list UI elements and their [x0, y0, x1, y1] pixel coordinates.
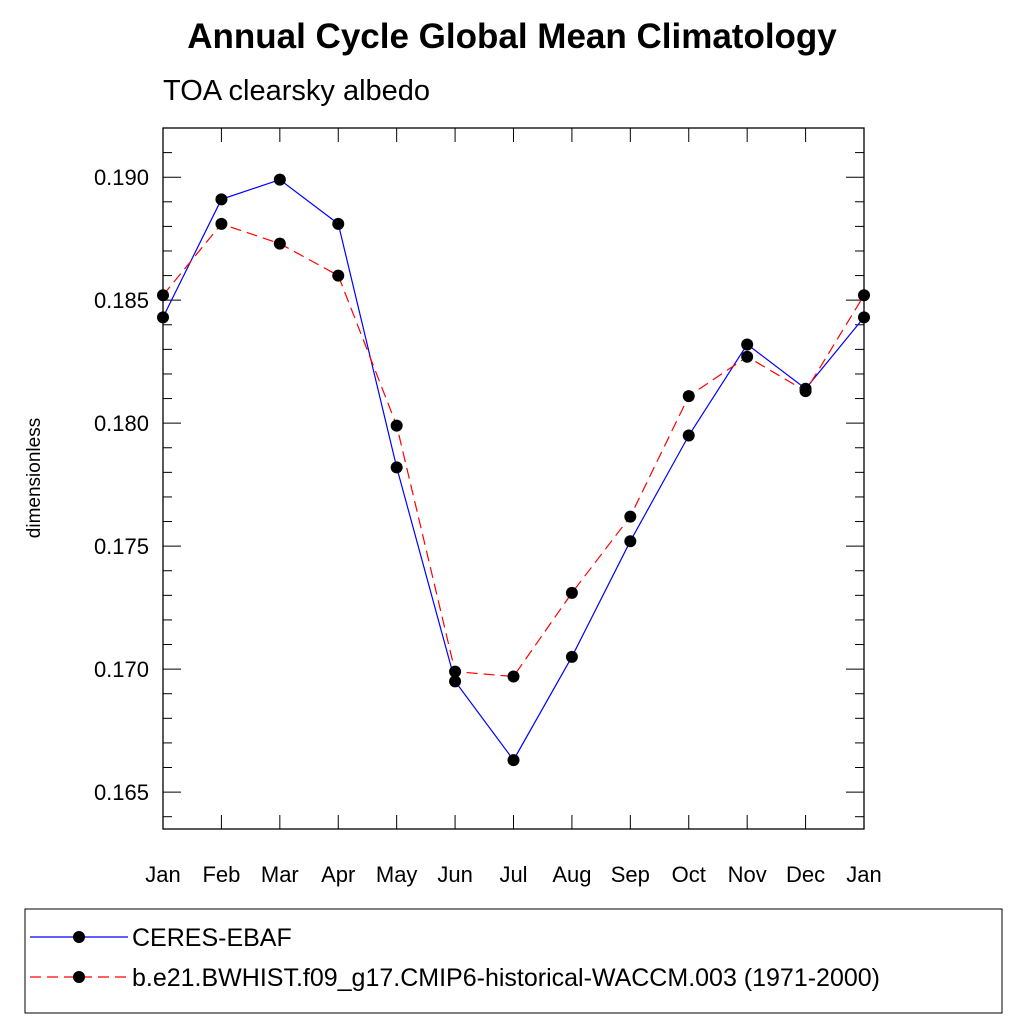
- legend-item: CERES-EBAF: [30, 924, 292, 952]
- data-point: [390, 419, 403, 432]
- data-point: [741, 350, 754, 363]
- data-point: [273, 237, 286, 250]
- data-point: [858, 289, 870, 302]
- series-line: [162, 223, 865, 678]
- x-tick-label: Mar: [261, 862, 299, 887]
- x-tick-label: May: [376, 862, 418, 887]
- legend-label: b.e21.BWHIST.f09_g17.CMIP6-historical-WA…: [132, 964, 880, 992]
- y-tick-label: 0.180: [94, 411, 149, 436]
- x-tick-label: Dec: [786, 862, 825, 887]
- data-point: [157, 311, 169, 324]
- x-tick-label: Aug: [552, 862, 591, 887]
- data-point: [157, 289, 169, 302]
- legend-item: b.e21.BWHIST.f09_g17.CMIP6-historical-WA…: [30, 964, 880, 992]
- legend-label: CERES-EBAF: [132, 924, 292, 952]
- data-point: [449, 675, 462, 688]
- x-tick-label: Oct: [672, 862, 706, 887]
- data-point: [565, 586, 578, 599]
- data-point: [273, 173, 286, 186]
- x-tick-label: Nov: [728, 862, 767, 887]
- legend-marker: [73, 971, 85, 983]
- data-point: [565, 650, 578, 663]
- y-tick-label: 0.175: [94, 534, 149, 559]
- axis-ticks: [162, 127, 865, 829]
- data-point: [390, 461, 403, 474]
- x-tick-labels: Jan Feb Mar Apr May Jun Jul Aug Sep Oct Nov Dec Jan: [145, 862, 881, 887]
- series-2: [157, 217, 870, 683]
- data-point: [332, 217, 345, 230]
- legend-marker: [73, 931, 85, 943]
- x-tick-label: Feb: [202, 862, 240, 887]
- legend-box: [24, 908, 1003, 1014]
- data-point: [449, 665, 462, 678]
- data-point: [624, 510, 637, 523]
- data-point: [215, 193, 228, 206]
- data-point: [682, 390, 695, 403]
- y-tick-labels: 0.165 0.170 0.175 0.180 0.185 0.190: [94, 165, 149, 805]
- data-point: [507, 670, 520, 683]
- data-point: [682, 429, 695, 442]
- data-point: [624, 535, 637, 548]
- plot-frame: [162, 127, 865, 830]
- chart-subtitle: TOA clearsky albedo: [163, 75, 430, 107]
- x-tick-label: Jun: [437, 862, 472, 887]
- legend: CERES-EBAF b.e21.BWHIST.f09_g17.CMIP6-his…: [24, 908, 1003, 1014]
- y-tick-label: 0.165: [94, 780, 149, 805]
- x-tick-label: Apr: [321, 862, 355, 887]
- chart-title: Annual Cycle Global Mean Climatology: [187, 17, 837, 56]
- data-point: [332, 269, 345, 282]
- x-tick-label: Jan: [846, 862, 881, 887]
- x-tick-label: Jan: [145, 862, 180, 887]
- series-layer: [157, 173, 870, 767]
- x-tick-label: Sep: [611, 862, 650, 887]
- data-point: [799, 385, 812, 398]
- data-point: [215, 217, 228, 230]
- y-tick-label: 0.190: [94, 165, 149, 190]
- y-tick-label: 0.170: [94, 657, 149, 682]
- data-point: [858, 311, 870, 324]
- y-axis-label: dimensionless: [24, 418, 45, 538]
- data-point: [507, 754, 520, 767]
- x-tick-label: Jul: [499, 862, 527, 887]
- data-point: [741, 338, 754, 351]
- y-tick-label: 0.185: [94, 288, 149, 313]
